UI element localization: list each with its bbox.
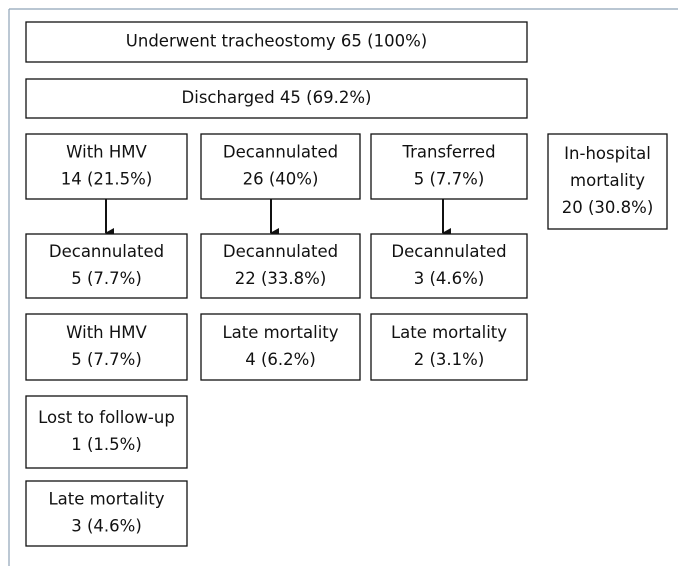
node-box [25,21,528,63]
node-box [370,313,528,381]
node-text: 20 (30.8%) [562,198,654,217]
node-text: Decannulated [391,242,506,261]
node-box [200,233,361,299]
node-text: 5 (7.7%) [71,269,142,288]
node-text: 26 (40%) [243,170,319,189]
node-box [200,133,361,200]
node-text: 3 (4.6%) [71,517,142,536]
node-text: Discharged 45 (69.2%) [182,88,372,107]
node-box [370,133,528,200]
node-box [25,395,188,469]
node-box [200,313,361,381]
node-text: 1 (1.5%) [71,435,142,454]
node-text: Transferred [401,143,495,162]
node-text: 22 (33.8%) [235,269,327,288]
node-text: In-hospital [564,144,651,163]
node-text: With HMV [66,143,147,162]
node-text: Underwent tracheostomy 65 (100%) [126,32,427,51]
node-text: Late mortality [391,323,507,342]
node-text: Decannulated [49,242,164,261]
node-box [25,480,188,547]
node-box [547,133,668,230]
node-text: With HMV [66,323,147,342]
node-box [25,78,528,119]
node-text: 3 (4.6%) [414,269,485,288]
node-text: 5 (7.7%) [71,350,142,369]
node-text: mortality [570,171,645,190]
node-text: 4 (6.2%) [245,350,316,369]
node-box [370,233,528,299]
node-text: Lost to follow-up [38,408,175,427]
node-text: 5 (7.7%) [414,170,485,189]
node-box [25,133,188,200]
node-box [25,233,188,299]
node-box [25,313,188,381]
node-text: 2 (3.1%) [414,350,485,369]
node-text: Decannulated [223,143,338,162]
node-text: Late mortality [222,323,338,342]
node-text: Decannulated [223,242,338,261]
node-text: 14 (21.5%) [61,170,153,189]
node-text: Late mortality [48,490,164,509]
